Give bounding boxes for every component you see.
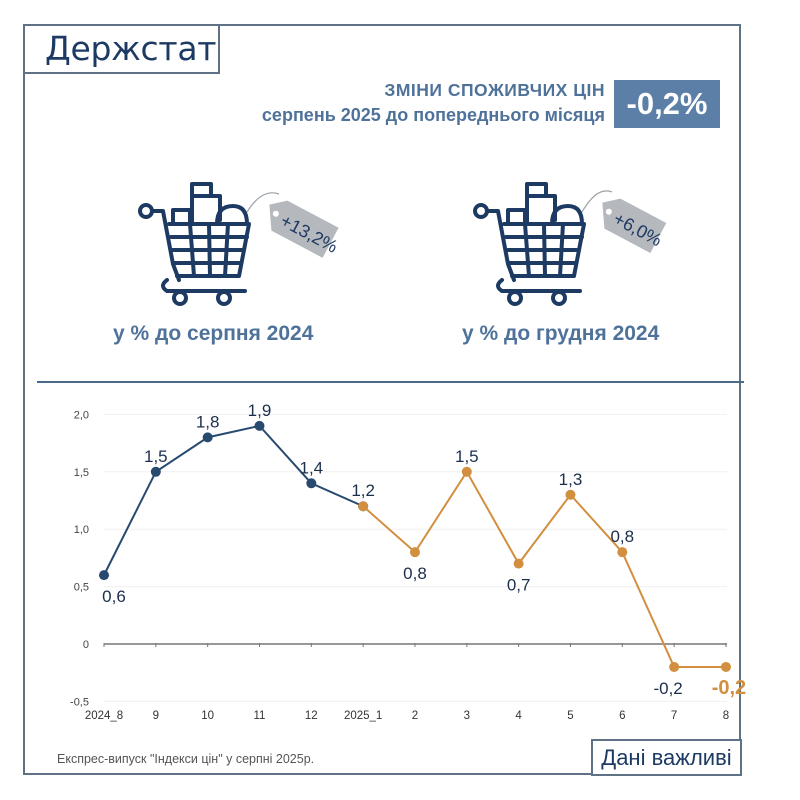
kpi-card-yoy: +13,2%	[137, 180, 347, 310]
source-note: Експрес-випуск "Індекси цін" у серпні 20…	[57, 752, 315, 766]
slogan-box: Дані важливі	[591, 739, 742, 776]
slogan: Дані важливі	[601, 745, 732, 770]
kpi-card-ytd: +6,0%	[472, 180, 682, 310]
shopping-cart-icon: +6,0%	[473, 182, 667, 306]
headline-value-badge: -0,2%	[614, 80, 720, 128]
kpi-caption-ytd: у % до грудня 2024	[462, 322, 660, 345]
shopping-cart-icon: +13,2%	[138, 182, 341, 306]
kpi-caption-yoy: у % до серпня 2024	[113, 322, 314, 345]
logo: Держстат	[45, 29, 217, 68]
page-subtitle: серпень 2025 до попереднього місяця	[261, 105, 605, 125]
section-divider	[37, 381, 744, 383]
logo-box: Держстат	[23, 24, 220, 74]
infographic-frame	[23, 24, 741, 775]
page-title: ЗМІНИ СПОЖИВЧИХ ЦІН	[384, 80, 605, 100]
